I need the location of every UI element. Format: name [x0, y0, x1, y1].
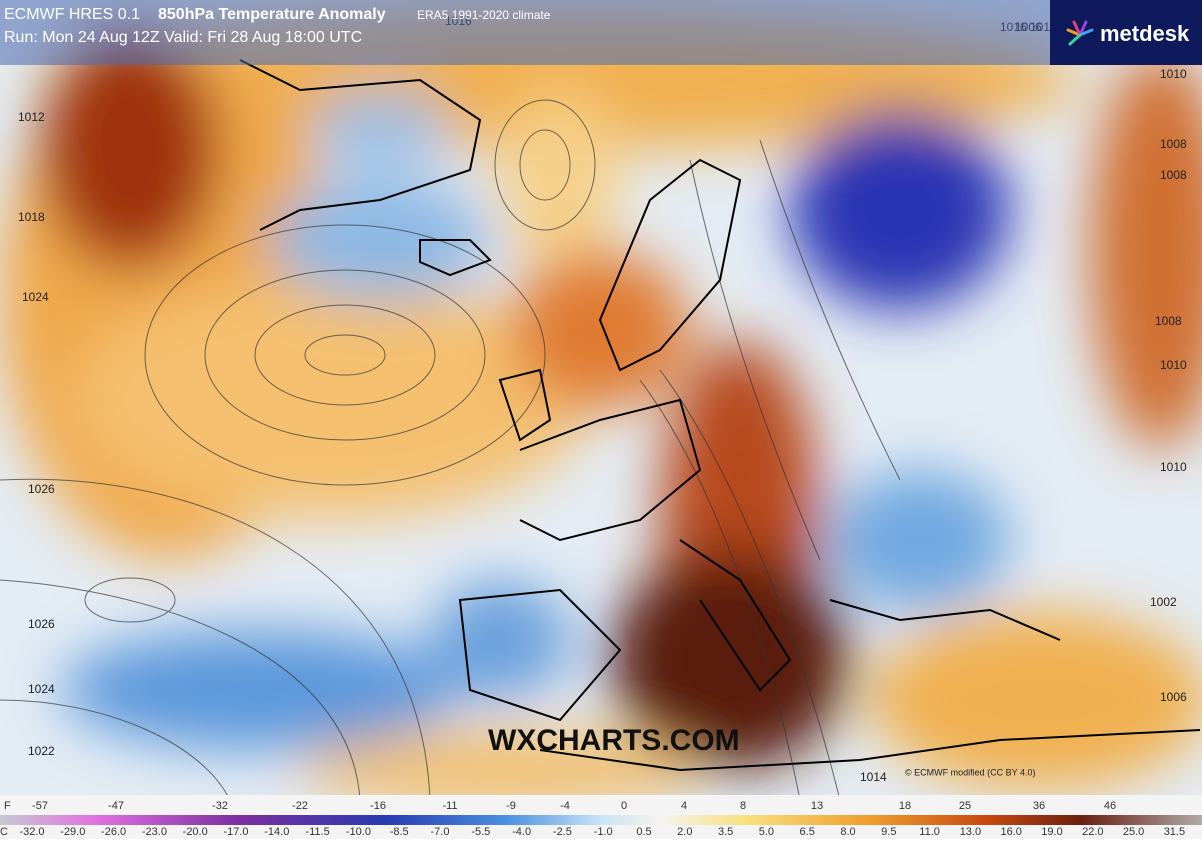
c-label: -11.5	[305, 826, 329, 838]
colorbar-labels: -57 -47 -32 -22 -16 -11 -9 -4 0 4 8 13 18 25 36 46 -32.0…	[19, 800, 1185, 838]
c-label: -29.0	[60, 826, 85, 838]
c-label: 16.0	[1000, 826, 1021, 838]
f-label: -4	[560, 800, 570, 812]
c-label: 8.0	[840, 826, 855, 838]
isobar-label: 1006	[1160, 690, 1187, 704]
c-label: -17.0	[223, 826, 248, 838]
isobar-label: 1012	[18, 110, 45, 124]
model-name: ECMWF HRES 0.1	[4, 6, 140, 23]
c-label: 6.5	[800, 826, 815, 838]
isobar-label: 1026	[28, 482, 55, 496]
f-label: -57	[32, 800, 48, 812]
isobars	[0, 99, 901, 801]
c-unit: C	[0, 826, 8, 838]
isobar-label: 1018	[18, 210, 45, 224]
c-label: 19.0	[1041, 826, 1062, 838]
isobar-label: 1024	[28, 682, 55, 696]
f-label: -47	[108, 800, 124, 812]
c-label: -2.5	[553, 826, 572, 838]
c-label: 9.5	[881, 826, 896, 838]
logo-text: metdesk	[1100, 21, 1190, 46]
isobar-label: 1014	[860, 770, 887, 784]
watermark: WXCHARTS.COM	[488, 724, 740, 757]
run-info: Run: Mon 24 Aug 12Z Valid: Fri 28 Aug 18…	[4, 29, 362, 46]
c-label: -26.0	[101, 826, 126, 838]
c-label: -7.0	[431, 826, 450, 838]
product-name: 850hPa Temperature Anomaly	[158, 6, 386, 23]
c-label: 2.0	[677, 826, 692, 838]
c-label: 5.0	[759, 826, 774, 838]
f-label: 25	[959, 800, 971, 812]
f-label: -9	[506, 800, 516, 812]
c-label: -1.0	[594, 826, 613, 838]
f-label: 0	[621, 800, 627, 812]
climate-ref: ERA5 1991-2020 climate	[417, 8, 551, 22]
isobar-label: 1010	[1160, 358, 1187, 372]
isobar-label: 1008	[1160, 168, 1187, 182]
isobar-label: 1008	[1160, 137, 1187, 151]
f-label: -22	[292, 800, 308, 812]
isobar-label: 1024	[22, 290, 49, 304]
temperature-field	[0, 0, 1202, 810]
c-label: 0.5	[636, 826, 651, 838]
c-label: 25.0	[1123, 826, 1144, 838]
c-label: 13.0	[960, 826, 981, 838]
f-label: 4	[681, 800, 687, 812]
c-label: 3.5	[718, 826, 733, 838]
c-label: 22.0	[1082, 826, 1103, 838]
f-label: 13	[811, 800, 823, 812]
c-label: -20.0	[183, 826, 208, 838]
header-band	[0, 0, 1050, 65]
colorbar-strip	[0, 815, 1202, 825]
f-label: -11	[442, 800, 457, 812]
coastlines	[239, 59, 1201, 772]
f-unit: F	[4, 800, 11, 812]
credit: © ECMWF modified (CC BY 4.0)	[905, 767, 1036, 777]
f-label: -32	[212, 800, 228, 812]
isobar-label: 1010	[1160, 460, 1187, 474]
c-label: 31.5	[1164, 826, 1185, 838]
isobar-label: 1008	[1155, 314, 1182, 328]
isobar-label: 1022	[28, 744, 55, 758]
logo-icon	[1066, 20, 1094, 46]
isobar-label: 1010	[1160, 67, 1187, 81]
f-label: 18	[899, 800, 911, 812]
isobar-label: 1026	[28, 617, 55, 631]
f-label: -16	[370, 800, 386, 812]
c-label: -32.0	[19, 826, 44, 838]
c-label: -23.0	[142, 826, 167, 838]
c-label: 11.0	[919, 826, 940, 838]
f-label: 36	[1033, 800, 1045, 812]
c-label: -8.5	[390, 826, 409, 838]
c-label: -14.0	[264, 826, 289, 838]
f-label: 8	[740, 800, 746, 812]
c-label: -10.0	[346, 826, 371, 838]
isobar-label: 1002	[1150, 595, 1177, 609]
c-label: -5.5	[471, 826, 490, 838]
f-label: 46	[1104, 800, 1116, 812]
c-label: -4.0	[512, 826, 531, 838]
